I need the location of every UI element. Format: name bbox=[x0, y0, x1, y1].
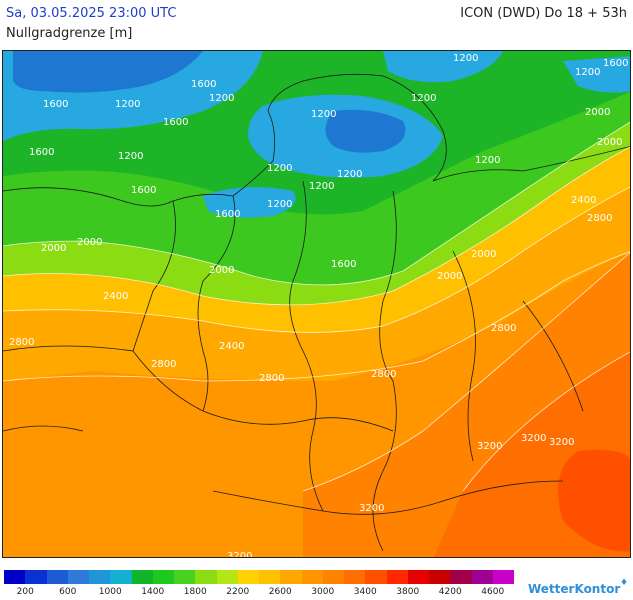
legend-label: 4200 bbox=[438, 587, 462, 597]
legend-swatch bbox=[259, 570, 281, 584]
legend-swatch bbox=[450, 570, 472, 584]
contour-label: 3200 bbox=[477, 441, 502, 452]
legend-swatch bbox=[407, 570, 429, 584]
contour-label: 1600 bbox=[163, 117, 188, 128]
coastlines-and-borders bbox=[3, 73, 630, 552]
brand-mark-icon: ♦ bbox=[620, 578, 629, 588]
contour-label: 1200 bbox=[337, 169, 362, 180]
contour-label: 1600 bbox=[131, 185, 156, 196]
legend-swatch bbox=[344, 570, 366, 584]
map-canvas: 1600 1200 1200 1600 1200 1600 1200 1200 … bbox=[3, 51, 630, 558]
legend-label: 200 bbox=[16, 587, 34, 597]
contour-label: 2000 bbox=[41, 243, 66, 254]
legend-swatch bbox=[301, 570, 323, 584]
legend-swatch bbox=[237, 570, 259, 584]
contour-label: 2400 bbox=[571, 195, 596, 206]
legend-label: 3400 bbox=[353, 587, 377, 597]
contour-label: 1600 bbox=[215, 209, 240, 220]
freezing-level-2800-field bbox=[3, 171, 630, 381]
legend-swatch bbox=[429, 570, 451, 584]
contour-label: 2800 bbox=[9, 337, 34, 348]
contour-label: 3200 bbox=[227, 551, 252, 558]
legend-swatch bbox=[280, 570, 302, 584]
contour-label: 1600 bbox=[43, 99, 68, 110]
legend-swatch bbox=[25, 570, 47, 584]
legend-label: 2200 bbox=[226, 587, 250, 597]
legend-label: 1400 bbox=[141, 587, 165, 597]
contour-label: 1200 bbox=[118, 151, 143, 162]
contour-label: 2000 bbox=[77, 237, 102, 248]
contour-label: 1200 bbox=[309, 181, 334, 192]
legend-swatch bbox=[46, 570, 68, 584]
legend-swatch bbox=[110, 570, 132, 584]
freezing-level-3600-field bbox=[558, 449, 630, 552]
contour-label: 3200 bbox=[521, 433, 546, 444]
legend-label: 1000 bbox=[98, 587, 122, 597]
contour-label: 1600 bbox=[603, 58, 628, 69]
contour-label: 1600 bbox=[191, 79, 216, 90]
contour-label: 1200 bbox=[475, 155, 500, 166]
contour-label: 2000 bbox=[585, 107, 610, 118]
contour-label: 1200 bbox=[115, 99, 140, 110]
freezing-level-1000-field-north-sea bbox=[13, 51, 203, 93]
contour-label: 2800 bbox=[491, 323, 516, 334]
forecast-map: 1600 1200 1200 1600 1200 1600 1200 1200 … bbox=[2, 50, 631, 558]
contour-label: 3200 bbox=[549, 437, 574, 448]
model-run-label: ICON (DWD) Do 18 + 53h bbox=[460, 6, 627, 21]
freezing-level-isolines bbox=[3, 121, 630, 492]
contour-label: 2800 bbox=[259, 373, 284, 384]
color-scale-labels: 200 600 1000 1400 1800 2200 2600 3000 3400 3800 42… bbox=[4, 587, 514, 599]
legend-swatch bbox=[152, 570, 174, 584]
legend-swatch bbox=[365, 570, 387, 584]
contour-label: 2800 bbox=[151, 359, 176, 370]
legend-swatch bbox=[216, 570, 238, 584]
forecast-datetime: Sa, 03.05.2025 23:00 UTC bbox=[6, 6, 177, 21]
freezing-level-1200-field-scandinavia bbox=[383, 51, 503, 83]
legend-label: 1800 bbox=[183, 587, 207, 597]
legend-label: 600 bbox=[59, 587, 77, 597]
contour-label: 1200 bbox=[267, 163, 292, 174]
legend-swatch bbox=[195, 570, 217, 584]
brand-logo: WetterKontor bbox=[528, 582, 621, 596]
contour-label: 2000 bbox=[437, 271, 462, 282]
contour-label: 2800 bbox=[371, 369, 396, 380]
contour-label: 1200 bbox=[575, 67, 600, 78]
contour-label: 1600 bbox=[29, 147, 54, 158]
legend-swatch bbox=[322, 570, 344, 584]
legend-label: 3000 bbox=[311, 587, 335, 597]
freezing-level-1200-field-east bbox=[563, 56, 630, 93]
color-scale-legend bbox=[4, 570, 514, 584]
contour-label: 1200 bbox=[267, 199, 292, 210]
contour-label: 1200 bbox=[411, 93, 436, 104]
contour-label: 2800 bbox=[587, 213, 612, 224]
contour-label: 2000 bbox=[597, 137, 622, 148]
legend-swatch bbox=[471, 570, 493, 584]
legend-label: 3800 bbox=[396, 587, 420, 597]
contour-label: 1200 bbox=[453, 53, 478, 64]
legend-swatch bbox=[174, 570, 196, 584]
freezing-level-2400-field bbox=[3, 147, 630, 333]
contour-label: 1600 bbox=[331, 259, 356, 270]
contour-label: 2000 bbox=[471, 249, 496, 260]
freezing-level-1000-field-baltic bbox=[325, 109, 406, 153]
contour-label: 2400 bbox=[219, 341, 244, 352]
legend-swatch bbox=[89, 570, 111, 584]
contour-label: 3200 bbox=[359, 503, 384, 514]
parameter-title: Nullgradgrenze [m] bbox=[6, 26, 133, 41]
legend-label: 4600 bbox=[481, 587, 505, 597]
contour-label: 2000 bbox=[209, 265, 234, 276]
legend-swatch bbox=[4, 570, 26, 584]
legend-label: 2600 bbox=[268, 587, 292, 597]
legend-swatch bbox=[386, 570, 408, 584]
contour-labels: 1600 1200 1200 1600 1200 1600 1200 1200 … bbox=[9, 53, 628, 558]
contour-label: 2400 bbox=[103, 291, 128, 302]
contour-label: 1200 bbox=[209, 93, 234, 104]
legend-swatch bbox=[67, 570, 89, 584]
contour-label: 1200 bbox=[311, 109, 336, 120]
legend-swatch bbox=[131, 570, 153, 584]
legend-swatch bbox=[492, 570, 514, 584]
